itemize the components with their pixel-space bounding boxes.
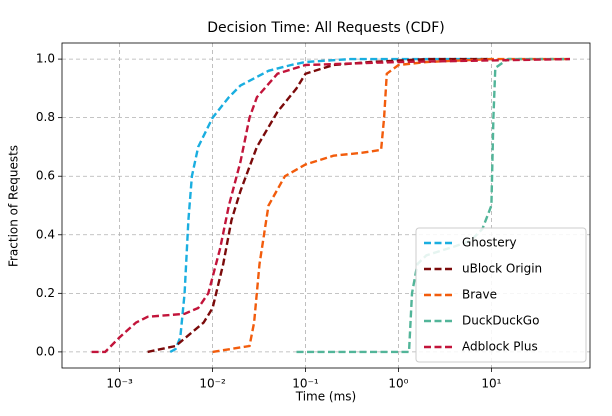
- x-axis-label: Time (ms): [295, 390, 357, 404]
- plot-frame: [61, 42, 591, 369]
- cdf-line: [91, 57, 571, 354]
- y-tick-label: 0.4: [36, 227, 55, 241]
- x-tick-label: 10¹: [481, 377, 501, 391]
- x-tick-label: 10⁰: [388, 377, 408, 391]
- y-tick-label: 0.6: [36, 169, 55, 183]
- legend-label: DuckDuckGo: [462, 314, 539, 328]
- y-tick-label: 0.8: [36, 110, 55, 124]
- cdf-line: [296, 57, 570, 354]
- x-tick-label: 10⁻³: [106, 377, 133, 391]
- legend-label: Brave: [462, 288, 497, 302]
- y-tick-label: 0.2: [36, 286, 55, 300]
- legend-label: uBlock Origin: [462, 262, 542, 276]
- y-tick-label: 0.0: [36, 344, 55, 358]
- legend-label: Adblock Plus: [462, 340, 538, 354]
- legend-label: Ghostery: [462, 236, 517, 250]
- cdf-line: [169, 57, 492, 353]
- x-tick-label: 10⁻¹: [292, 377, 319, 391]
- legend: Ghostery uBlock Origin Brave DuckDuckGo Adbl…: [415, 227, 587, 363]
- chart-title: Decision Time: All Requests (CDF): [207, 20, 444, 36]
- legend-box: [415, 227, 587, 363]
- x-tick-label: 10⁻²: [199, 377, 226, 391]
- y-tick-label: 1.0: [36, 52, 55, 66]
- y-axis-label: Fraction of Requests: [7, 145, 21, 267]
- cdf-line: [212, 57, 570, 354]
